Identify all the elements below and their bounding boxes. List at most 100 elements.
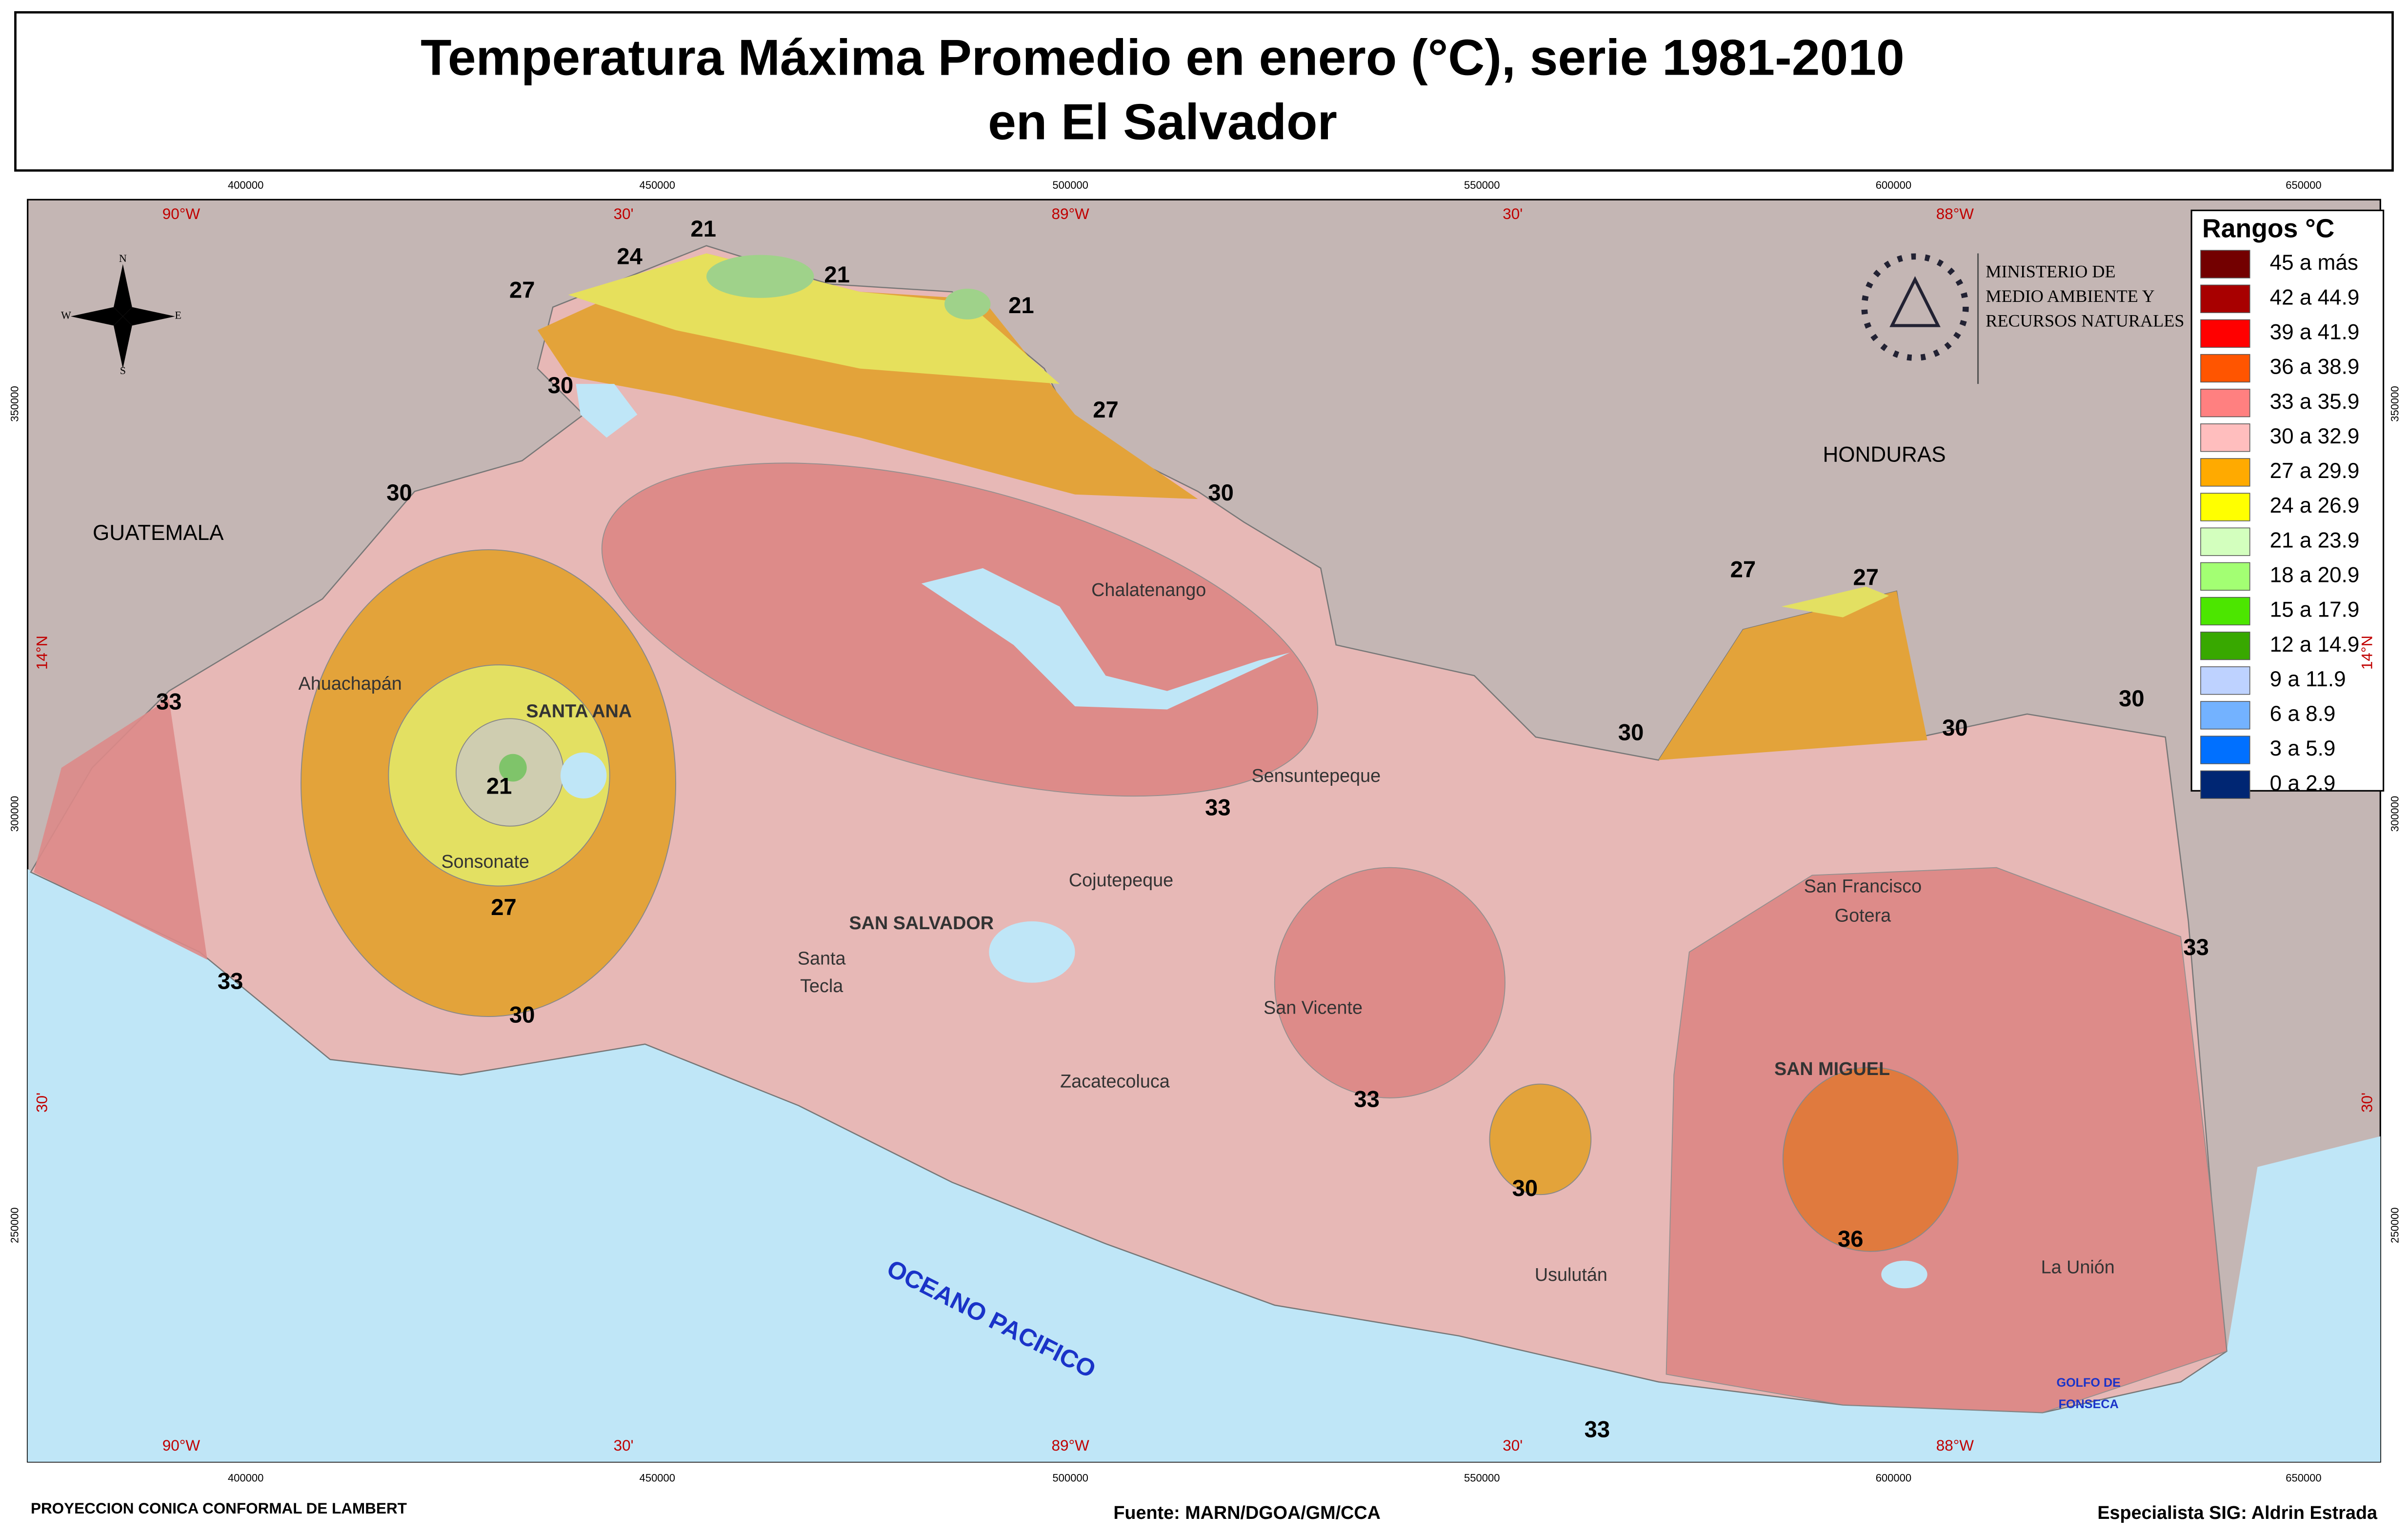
lake [576, 384, 638, 438]
zone-33 [34, 698, 207, 960]
legend-swatch [2200, 562, 2250, 591]
place-name: Chalatenango [1091, 580, 1206, 600]
isotherm-label: 33 [1585, 1416, 1610, 1442]
easting-label: 400000 [228, 179, 263, 191]
isotherm-label: 30 [1618, 719, 1644, 745]
longitude-label: 90°W [162, 1437, 201, 1454]
gulf-name: GOLFO DE [2056, 1376, 2120, 1390]
isotherm-label: 21 [691, 216, 717, 242]
place-name: SAN MIGUEL [1774, 1059, 1890, 1079]
northing-label: 250000 [2389, 1207, 2401, 1243]
longitude-label: 89°W [1051, 1437, 1089, 1454]
zone-24 [568, 253, 1060, 384]
longitude-label: 30' [1503, 205, 1523, 222]
easting-label: 650000 [2286, 1472, 2321, 1484]
place-name: Usulután [1535, 1265, 1607, 1285]
compass-letter: N [119, 252, 127, 264]
legend-swatch [2200, 527, 2250, 556]
legend-label: 12 a 14.9 [2270, 633, 2360, 657]
legend-swatch [2200, 319, 2250, 348]
legend-label: 45 a más [2270, 251, 2358, 275]
isotherm-label: 27 [1730, 557, 1756, 583]
legend-label: 15 a 17.9 [2270, 598, 2360, 622]
easting-label: 400000 [228, 1472, 263, 1484]
ocean [27, 869, 2381, 1462]
legend-label: 18 a 20.9 [2270, 563, 2360, 587]
zone-21 [944, 288, 991, 319]
isotherm-label: 33 [2183, 935, 2209, 960]
country-name: GUATEMALA [93, 521, 224, 545]
easting-label: 600000 [1876, 1472, 1911, 1484]
isotherm-label: 21 [1008, 293, 1034, 319]
northing-label: 300000 [8, 796, 20, 832]
compass-letter: S [120, 364, 126, 377]
isotherm-label: 21 [824, 262, 850, 288]
easting-label: 500000 [1052, 1472, 1088, 1484]
northing-label: 250000 [8, 1207, 20, 1243]
easting-label: 500000 [1052, 179, 1088, 191]
place-name: Ahuachapán [299, 674, 402, 694]
ministry-seal [1889, 276, 1941, 327]
latitude-label: 30' [2358, 1093, 2375, 1113]
place-name: Cojutepeque [1069, 870, 1173, 891]
place-name: Gotera [1835, 905, 1891, 926]
place-name: Santa [798, 949, 846, 969]
legend-label: 30 a 32.9 [2270, 424, 2360, 448]
legend-swatch [2200, 632, 2250, 660]
isotherm-label: 33 [1354, 1087, 1380, 1113]
isotherm-label: 33 [218, 968, 243, 994]
place-name: La Unión [2041, 1257, 2115, 1277]
place-name: SANTA ANA [526, 701, 632, 722]
ministry-name: MEDIO AMBIENTE Y [1986, 286, 2154, 306]
isotherm-label: 30 [1208, 480, 1234, 506]
legend-label: 27 a 29.9 [2270, 459, 2360, 483]
lake [561, 752, 607, 799]
compass [70, 264, 175, 369]
zone-36 [1782, 1066, 1959, 1252]
legend-swatch [2200, 666, 2250, 695]
ministry-name: MINISTERIO DE [1986, 262, 2115, 281]
compass-point [70, 307, 123, 326]
isotherm-label: 33 [156, 689, 182, 715]
legend-label: 0 a 2.9 [2270, 771, 2336, 795]
title-line: Temperatura Máxima Promedio en enero (°C… [421, 29, 1905, 86]
legend-swatch [2200, 250, 2250, 279]
legend-swatch [2200, 493, 2250, 521]
legend-swatch [2200, 389, 2250, 418]
northing-label: 300000 [2389, 796, 2401, 832]
isotherm-label: 27 [1093, 397, 1119, 423]
latitude-label: 30' [33, 1093, 50, 1113]
lake [1881, 1260, 1927, 1289]
isotherm-label: 36 [1838, 1226, 1864, 1252]
isotherm-label: 30 [509, 1002, 535, 1028]
isotherm-label: 30 [1512, 1175, 1538, 1201]
latitude-label: 14°N [33, 636, 50, 670]
legend-label: 42 a 44.9 [2270, 285, 2360, 309]
isotherm-label: 30 [386, 480, 412, 506]
longitude-label: 90°W [162, 205, 201, 222]
isotherm-label: 30 [2119, 686, 2145, 712]
footer-specialist: Especialista SIG: Aldrin Estrada [2097, 1503, 2378, 1523]
longitude-label: 89°W [1051, 205, 1089, 222]
place-name: San Francisco [1804, 877, 1922, 897]
isotherm-label: 27 [491, 895, 517, 920]
easting-label: 450000 [640, 179, 675, 191]
ministry-seal [1861, 253, 1969, 361]
zone-21 [706, 255, 814, 298]
place-name: Sonsonate [441, 852, 529, 872]
place-name: San Vicente [1264, 997, 1363, 1018]
lake [989, 921, 1075, 983]
compass-point [113, 264, 132, 317]
isotherm-label: 30 [548, 373, 574, 398]
easting-label: 450000 [640, 1472, 675, 1484]
longitude-label: 30' [1503, 1437, 1523, 1454]
place-name: Zacatecoluca [1060, 1071, 1170, 1092]
place-name: SAN SALVADOR [849, 913, 994, 934]
legend-swatch [2200, 354, 2250, 383]
footer-source: Fuente: MARN/DGOA/GM/CCA [1113, 1503, 1381, 1523]
latitude-label: 14°N [2358, 636, 2375, 670]
legend-swatch [2200, 423, 2250, 452]
legend-label: 24 a 26.9 [2270, 494, 2360, 518]
legend-label: 21 a 23.9 [2270, 528, 2360, 552]
